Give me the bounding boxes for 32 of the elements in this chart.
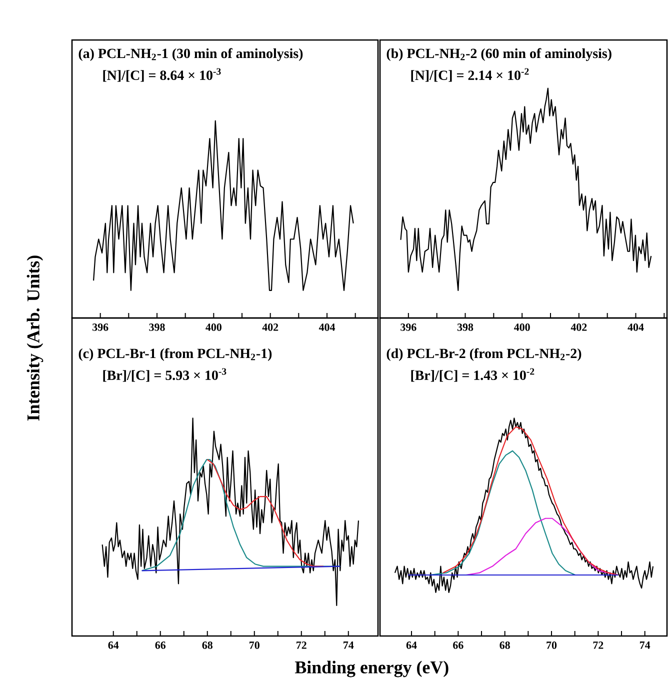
x-tick-label: 66 — [155, 642, 166, 649]
x-tick-label: 66 — [453, 642, 464, 649]
chart-title: (a) PCL-NH$_{2}$-1 (30 min of aminolysis) — [78, 48, 303, 62]
x-tick-label: 72 — [296, 642, 306, 649]
x-tick-label: 404 — [318, 324, 336, 331]
x-tick-label: 70 — [250, 642, 260, 649]
chart-title: (c) PCL-Br-1 (from PCL-NH$_{2}$-1) — [78, 348, 272, 361]
x-tick-label: 396 — [92, 324, 108, 331]
chart-subtitle: [N]/[C] = 8.64 × 10$^{-3}$ — [103, 68, 221, 82]
x-tick-label: 64 — [108, 642, 119, 649]
x-tick-label: 74 — [344, 642, 354, 649]
chart-title: (b) PCL-NH$_{2}$-2 (60 min of aminolysis) — [386, 48, 612, 62]
chart-title: (d) PCL-Br-2 (from PCL-NH$_{2}$-2) — [386, 348, 582, 361]
x-tick-label: 74 — [640, 642, 650, 649]
y-axis-title: Intensity (Arb. Units) — [26, 256, 44, 421]
x-tick-label: 64 — [406, 642, 417, 649]
chart-subtitle: [N]/[C] = 2.14 × 10$^{-2}$ — [411, 68, 529, 82]
x-tick-label: 72 — [593, 642, 604, 649]
x-tick-label: 68 — [202, 642, 212, 649]
x-tick-label: 402 — [570, 324, 587, 331]
chart-subtitle: [Br]/[C] = 1.43 × 10$^{-2}$ — [411, 368, 534, 382]
x-axis-title: Binding energy (eV) — [294, 660, 448, 678]
chart-subtitle: [Br]/[C] = 5.93 × 10$^{-3}$ — [103, 368, 226, 382]
x-tick-label: 398 — [149, 324, 165, 331]
x-tick-label: 404 — [628, 324, 644, 331]
x-tick-label: 402 — [262, 324, 278, 331]
x-tick-label: 396 — [400, 324, 416, 331]
x-tick-label: 70 — [546, 642, 557, 649]
x-tick-label: 400 — [514, 324, 530, 331]
x-tick-label: 68 — [500, 642, 510, 649]
x-tick-label: 398 — [457, 324, 474, 331]
x-tick-label: 400 — [206, 324, 222, 331]
